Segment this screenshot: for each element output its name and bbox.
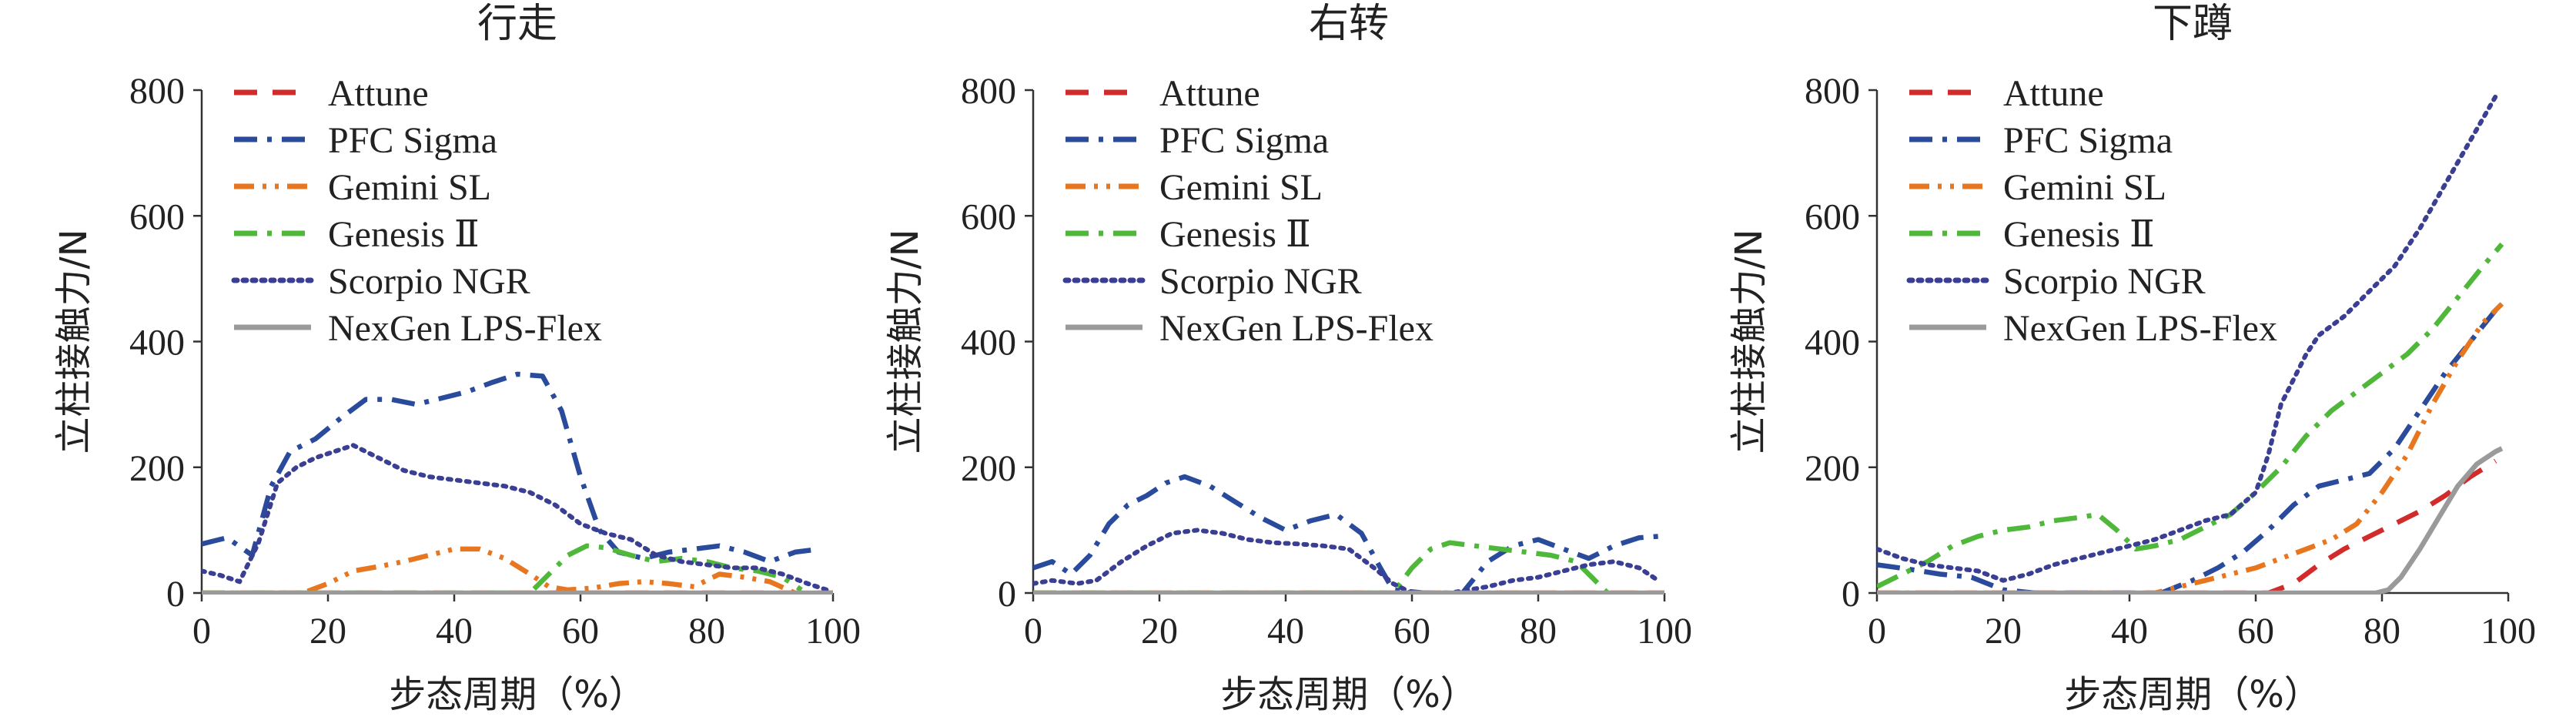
x-tick-label: 100 [805,611,861,652]
legend-label: Attune [1159,73,1260,114]
legend: Attune PFC Sigma Gemini SL Genesis Ⅱ Scorpio… [231,73,602,349]
legend-label: NexGen LPS-Flex [2003,308,2277,349]
y-tick-label: 800 [1805,71,1860,112]
legend-label: Genesis Ⅱ [1159,214,1311,255]
legend-label: Attune [2003,73,2104,114]
y-tick-label: 200 [961,448,1016,489]
series-group [1033,474,1664,595]
y-tick-label: 400 [1805,323,1860,364]
legend-label: Gemini SL [1159,167,1323,208]
legend-label: Gemini SL [2003,167,2166,208]
y-tick-label: 200 [129,448,185,489]
series-line-pfc-sigma [1033,474,1659,595]
series-line-nexgen-lps-flex [1877,446,2504,595]
x-tick-label: 20 [309,611,346,652]
y-axis-label: 立柱接触力/N [884,229,927,454]
legend: Attune PFC Sigma Gemini SL Genesis Ⅱ Scorpio… [1906,73,2277,349]
y-tick-label: 400 [961,323,1016,364]
legend-label: Attune [328,73,429,114]
x-tick-label: 100 [1637,611,1692,652]
series-line-attune [1877,458,2497,595]
legend-label: PFC Sigma [2003,120,2173,161]
x-tick-label: 60 [1393,611,1430,652]
chart-title: 下蹲 [2153,1,2233,47]
x-tick-label: 80 [2364,611,2400,652]
legend-label: Gemini SL [328,167,491,208]
y-axis-label: 立柱接触力/N [1728,229,1771,454]
series-line-gemini-sl [202,546,797,595]
legend-label: NexGen LPS-Flex [328,308,602,349]
series-line-scorpio-ngr [1877,94,2498,583]
legend-label: Genesis Ⅱ [2003,214,2155,255]
legend-label: PFC Sigma [328,120,497,161]
y-tick-label: 200 [1805,448,1860,489]
legend-label: NexGen LPS-Flex [1159,308,1434,349]
x-tick-label: 100 [2481,611,2536,652]
y-tick-label: 600 [961,196,1016,237]
y-tick-label: 800 [129,71,185,112]
x-tick-label: 40 [1267,611,1304,652]
y-tick-label: 0 [166,574,185,615]
y-tick-label: 0 [1842,574,1860,615]
y-tick-label: 400 [129,323,185,364]
x-axis-label: 步态周期（%） [389,673,646,716]
legend-label: Scorpio NGR [1159,261,1362,302]
y-tick-label: 600 [129,196,185,237]
legend: Attune PFC Sigma Gemini SL Genesis Ⅱ Scorpio… [1062,73,1434,349]
series-line-pfc-sigma [202,371,821,565]
x-tick-label: 80 [1520,611,1557,652]
legend-label: Scorpio NGR [2003,261,2206,302]
x-tick-label: 0 [192,611,211,652]
y-tick-label: 800 [961,71,1016,112]
x-tick-label: 60 [562,611,599,652]
legend-label: Scorpio NGR [328,261,530,302]
y-tick-label: 600 [1805,196,1860,237]
x-tick-label: 60 [2237,611,2274,652]
x-tick-label: 20 [1141,611,1178,652]
x-tick-label: 40 [2111,611,2148,652]
y-tick-label: 0 [998,574,1016,615]
series-group [1877,94,2504,595]
x-tick-label: 0 [1868,611,1886,652]
series-line-genesis [1033,540,1610,595]
series-line-genesis [202,543,803,595]
x-tick-label: 80 [688,611,725,652]
series-line-scorpio-ngr [202,443,829,592]
y-axis-label: 立柱接触力/N [52,229,95,454]
series-group [202,371,833,595]
legend-label: PFC Sigma [1159,120,1329,161]
chart-title: 行走 [477,1,557,47]
x-tick-label: 40 [436,611,473,652]
legend-label: Genesis Ⅱ [328,214,480,255]
x-tick-label: 20 [1985,611,2022,652]
x-axis-label: 步态周期（%） [1220,673,1477,716]
chart-title: 右转 [1309,1,1389,47]
series-line-scorpio-ngr [1033,528,1661,595]
x-tick-label: 0 [1024,611,1042,652]
series-line-pfc-sigma [1877,308,2498,595]
x-axis-label: 步态周期（%） [2064,673,2321,716]
